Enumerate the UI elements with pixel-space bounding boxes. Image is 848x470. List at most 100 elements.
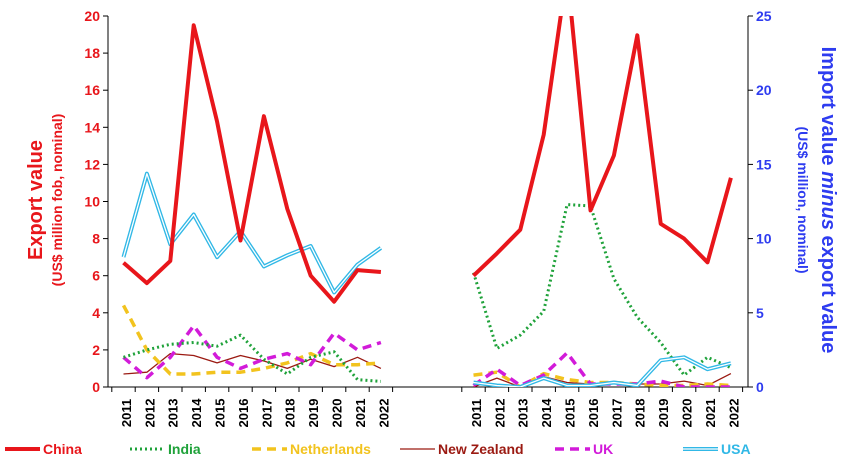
right-point-uk [660, 380, 662, 382]
left-point-netherlands [287, 362, 289, 364]
left-point-china [216, 121, 218, 123]
right-point-usa [590, 385, 592, 387]
left-point-new-zealand [146, 371, 148, 373]
right-point-india [707, 357, 709, 359]
right-point-china [660, 223, 662, 225]
legend-item-netherlands: Netherlands [252, 441, 371, 457]
left-point-netherlands [170, 373, 172, 375]
left-point-uk [380, 342, 382, 344]
legend-item-usa: USA [683, 441, 751, 457]
right-tick-label: 10 [756, 231, 772, 247]
left-line-netherlands [121, 304, 382, 376]
right-point-new-zealand [730, 373, 732, 375]
right-point-china [496, 253, 498, 255]
left-x-tick-label: 2021 [353, 399, 368, 428]
left-point-india [333, 351, 335, 353]
right-point-india [566, 204, 568, 206]
left-x-tick-label: 2020 [330, 399, 345, 428]
right-axis-subtitle: (US$ million, nominal) [795, 126, 811, 273]
left-point-china [380, 271, 382, 273]
right-point-india [520, 334, 522, 336]
left-point-uk [193, 325, 195, 327]
legend-label-india: India [168, 441, 201, 457]
left-point-usa [146, 173, 148, 175]
left-point-china [263, 115, 265, 117]
left-x-tick-label: 2012 [142, 399, 157, 428]
left-point-uk [357, 349, 359, 351]
left-x-tick-label: 2017 [259, 399, 274, 428]
left-axis-title: Export value [25, 140, 47, 260]
right-x-tick-label: 2018 [633, 399, 648, 428]
left-point-india [240, 334, 242, 336]
left-point-india [263, 358, 265, 360]
left-x-tick-label: 2019 [306, 399, 321, 428]
right-x-tick-label: 2022 [726, 399, 741, 428]
right-x-tick-label: 2012 [492, 399, 507, 428]
right-series-usa [473, 355, 732, 388]
right-x-tick-label: 2014 [539, 398, 554, 428]
axes-layer: 0 2 4 6 8 10 12 14 16 18 20 0 5 10 15 20 25 2011 2012 2013 2… [84, 8, 771, 427]
right-point-usa [543, 377, 545, 379]
left-x-tick-label: 2011 [119, 399, 134, 427]
left-tick-label: 6 [92, 268, 100, 284]
right-x-tick-label: 2017 [609, 399, 624, 428]
left-point-china [193, 25, 195, 27]
left-line-usa [121, 171, 383, 295]
right-point-china [543, 134, 545, 136]
right-x-tick-label: 2016 [586, 399, 601, 428]
left-point-india [310, 357, 312, 359]
left-point-china [287, 208, 289, 210]
right-point-china [683, 238, 685, 240]
left-point-new-zealand [123, 373, 125, 375]
left-point-india [380, 381, 382, 383]
left-point-netherlands [357, 364, 359, 366]
right-point-new-zealand [496, 377, 498, 379]
right-line-china [472, 16, 733, 278]
right-point-new-zealand [473, 386, 475, 388]
right-point-uk [496, 368, 498, 370]
right-point-usa [637, 385, 639, 387]
right-x-tick-label: 2015 [563, 399, 578, 428]
left-series-usa [121, 171, 383, 295]
left-point-netherlands [123, 305, 125, 307]
right-point-netherlands [473, 374, 475, 376]
right-point-usa [730, 363, 732, 365]
right-point-india [496, 348, 498, 350]
right-point-netherlands [707, 383, 709, 385]
left-point-uk [216, 357, 218, 359]
left-point-china [146, 282, 148, 284]
left-point-usa [333, 292, 335, 294]
right-tick-label: 20 [756, 82, 772, 98]
left-point-netherlands [216, 371, 218, 373]
left-series-uk [122, 324, 382, 380]
right-point-netherlands [566, 379, 568, 381]
legend-label-china: China [43, 441, 82, 457]
left-point-usa [123, 256, 125, 258]
left-point-india [146, 349, 148, 351]
right-x-tick-label: 2011 [469, 399, 484, 427]
right-tick-label: 25 [756, 8, 772, 24]
left-x-tick-label: 2014 [189, 398, 204, 428]
series-layer [121, 16, 733, 388]
left-point-new-zealand [193, 355, 195, 357]
left-point-uk [333, 332, 335, 334]
right-point-india [683, 374, 685, 376]
left-point-usa [287, 255, 289, 257]
left-point-uk [170, 357, 172, 359]
left-point-netherlands [380, 362, 382, 364]
left-x-tick-label: 2022 [376, 399, 391, 428]
right-line-usa-inner [473, 356, 732, 387]
left-series-china [122, 23, 382, 304]
legend: China India Netherlands New Zealand UK USA [5, 441, 751, 457]
left-point-usa [263, 266, 265, 268]
left-point-india [287, 373, 289, 375]
right-point-new-zealand [683, 380, 685, 382]
right-point-china [637, 35, 639, 37]
left-series-india [123, 333, 382, 383]
right-point-usa [520, 386, 522, 388]
left-tick-label: 16 [84, 82, 100, 98]
right-point-usa [707, 368, 709, 370]
left-point-china [310, 275, 312, 277]
right-series-china [472, 16, 733, 278]
